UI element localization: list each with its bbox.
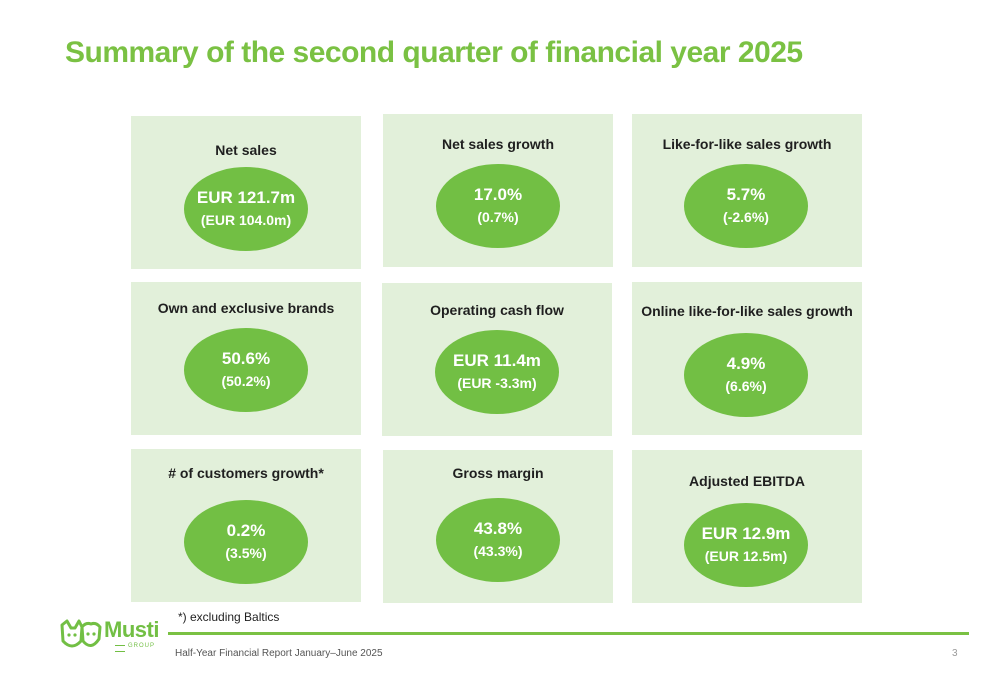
kpi-value: EUR 121.7m: [196, 188, 296, 207]
page-number: 3: [952, 648, 958, 659]
kpi-label: Gross margin: [452, 465, 544, 481]
kpi-ellipse: EUR 121.7m (EUR 104.0m): [184, 167, 308, 251]
kpi-previous-value: (EUR 12.5m): [704, 548, 788, 564]
kpi-previous-value: (43.3%): [473, 543, 523, 559]
kpi-value: 0.2%: [226, 521, 266, 540]
kpi-ellipse: EUR 11.4m (EUR -3.3m): [435, 330, 559, 414]
cat-and-dog-icon: [60, 619, 102, 648]
page-title: Summary of the second quarter of financi…: [65, 36, 803, 69]
logo-text: Musti: [104, 617, 159, 642]
kpi-card-adjusted-ebitda: Adjusted EBITDA EUR 12.9m (EUR 12.5m): [632, 450, 862, 603]
kpi-previous-value: (50.2%): [221, 373, 271, 389]
kpi-value: EUR 12.9m: [701, 524, 791, 543]
logo-subtitle: GROUP: [112, 643, 170, 655]
kpi-card-customers-growth: # of customers growth* 0.2% (3.5%): [131, 449, 361, 602]
kpi-ellipse: 43.8% (43.3%): [436, 498, 560, 582]
kpi-label: # of customers growth*: [168, 465, 324, 481]
kpi-label: Net sales growth: [441, 136, 555, 152]
kpi-ellipse: 50.6% (50.2%): [184, 328, 308, 412]
kpi-label: Online like-for-like sales growth: [641, 303, 853, 319]
kpi-ellipse: 5.7% (-2.6%): [684, 164, 808, 248]
kpi-label: Net sales: [215, 142, 277, 158]
kpi-ellipse: 4.9% (6.6%): [684, 333, 808, 417]
kpi-previous-value: (3.5%): [225, 545, 267, 561]
footer-divider: [168, 632, 969, 635]
kpi-previous-value: (EUR -3.3m): [457, 375, 537, 391]
kpi-previous-value: (-2.6%): [723, 209, 769, 225]
kpi-card-operating-cash-flow: Operating cash flow EUR 11.4m (EUR -3.3m…: [382, 283, 612, 436]
kpi-value: 4.9%: [726, 354, 766, 373]
footer-report-title: Half-Year Financial Report January–June …: [175, 648, 383, 659]
kpi-label: Adjusted EBITDA: [689, 473, 805, 489]
kpi-previous-value: (6.6%): [725, 378, 767, 394]
footnote: *) excluding Baltics: [178, 610, 280, 624]
kpi-card-like-for-like-sales-growth: Like-for-like sales growth 5.7% (-2.6%): [632, 114, 862, 267]
kpi-value: EUR 11.4m: [453, 351, 541, 370]
kpi-card-gross-margin: Gross margin 43.8% (43.3%): [383, 450, 613, 603]
kpi-card-net-sales: Net sales EUR 121.7m (EUR 104.0m): [131, 116, 361, 269]
musti-group-logo: Musti GROUP: [60, 617, 170, 657]
kpi-card-online-like-for-like-sales-growth: Online like-for-like sales growth 4.9% (…: [632, 282, 862, 435]
kpi-value: 43.8%: [473, 519, 523, 538]
kpi-label: Operating cash flow: [430, 302, 564, 318]
kpi-value: 50.6%: [221, 349, 271, 368]
kpi-previous-value: (EUR 104.0m): [200, 212, 292, 228]
kpi-card-net-sales-growth: Net sales growth 17.0% (0.7%): [383, 114, 613, 267]
kpi-card-own-and-exclusive-brands: Own and exclusive brands 50.6% (50.2%): [131, 282, 361, 435]
kpi-value: 5.7%: [726, 185, 766, 204]
kpi-label: Own and exclusive brands: [157, 300, 335, 316]
kpi-previous-value: (0.7%): [477, 209, 519, 225]
kpi-label: Like-for-like sales growth: [662, 136, 832, 152]
kpi-ellipse: EUR 12.9m (EUR 12.5m): [684, 503, 808, 587]
kpi-ellipse: 0.2% (3.5%): [184, 500, 308, 584]
kpi-ellipse: 17.0% (0.7%): [436, 164, 560, 248]
kpi-value: 17.0%: [473, 185, 523, 204]
